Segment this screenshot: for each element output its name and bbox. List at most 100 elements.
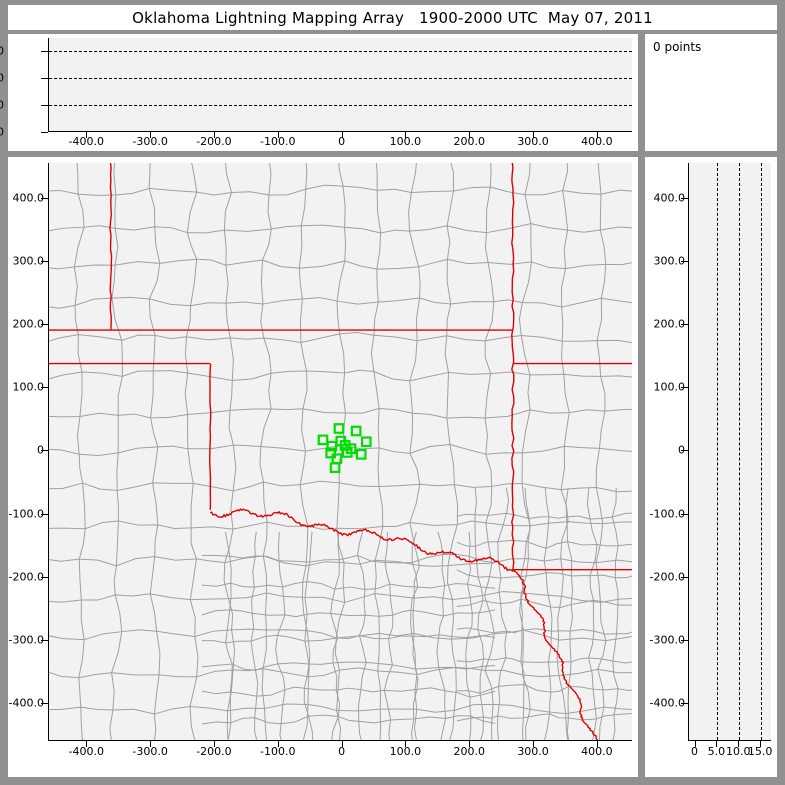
xtick-label--400.0: -400.0 <box>68 135 105 148</box>
xtick-label-200.0: 200.0 <box>453 745 485 758</box>
xtick-label--400.0: -400.0 <box>68 745 105 758</box>
gridline-x-15 <box>761 163 763 740</box>
xtick-mark <box>694 741 696 747</box>
lma-station-marker[interactable] <box>317 434 329 446</box>
xtick-mark <box>760 741 762 747</box>
ytick-mark <box>681 197 688 199</box>
xtick-mark <box>86 741 88 747</box>
xtick-label-10.0: 10.0 <box>725 745 751 758</box>
xtick-label-300.0: 300.0 <box>517 135 549 148</box>
ytick-mark <box>41 324 48 326</box>
ytick-mark <box>41 51 48 53</box>
xtick-label--200.0: -200.0 <box>196 135 232 148</box>
ytick-mark <box>681 387 688 389</box>
altitude-plot-area[interactable] <box>688 163 771 741</box>
xtick-mark <box>341 132 343 138</box>
xtick-mark <box>277 741 279 747</box>
xtick-mark <box>150 132 152 138</box>
xtick-mark <box>213 132 215 138</box>
ytick-mark <box>41 387 48 389</box>
altitude-panel[interactable]: -400.0 -300.0 -200.0 -100.0 0 100.0 200.0 300.0… <box>645 157 777 777</box>
xtick-mark <box>405 741 407 747</box>
map-graphic <box>49 163 632 740</box>
xtick-mark <box>405 132 407 138</box>
ytick-label--200.0: -200.0 <box>649 570 685 584</box>
ytick-mark <box>41 576 48 578</box>
lma-station-marker[interactable] <box>341 447 353 458</box>
xtick-label-0: 0 <box>691 745 699 758</box>
ytick-mark <box>681 513 688 515</box>
ytick-mark <box>41 132 48 133</box>
lma-station-marker[interactable] <box>329 462 341 473</box>
lma-station-marker[interactable] <box>333 423 345 434</box>
gridline-y-5.0 <box>49 105 632 107</box>
ytick-mark <box>41 78 48 80</box>
xtick-label-100.0: 100.0 <box>389 745 422 758</box>
ytick-mark <box>681 450 688 452</box>
ytick-mark <box>41 197 48 199</box>
xtick-mark <box>341 741 343 747</box>
xtick-mark <box>716 741 718 747</box>
ytick-label--100.0: -100.0 <box>8 507 44 521</box>
xtick-mark <box>469 741 471 747</box>
lma-station-marker[interactable] <box>325 447 337 459</box>
ytick-label-100.0: 100.0 <box>653 380 686 394</box>
xtick-mark <box>533 741 535 747</box>
state-borders-layer <box>49 163 632 740</box>
gridline-x-5 <box>717 163 719 740</box>
xtick-mark <box>738 741 740 747</box>
ytick-mark <box>41 450 48 452</box>
ytick-mark <box>41 513 48 515</box>
gridline-y-15.0 <box>49 51 632 53</box>
xtick-mark <box>277 132 279 138</box>
ytick-label-200.0: 200.0 <box>653 317 686 331</box>
lma-station-marker[interactable] <box>350 425 362 437</box>
xtick-mark <box>213 741 215 747</box>
ytick-label--100.0: -100.0 <box>649 507 685 521</box>
ytick-label-15.0: 15.0 <box>0 44 4 58</box>
county-borders-layer <box>49 163 632 740</box>
lma-station-marker[interactable] <box>360 436 372 448</box>
map-panel[interactable]: -400.0 -300.0 -200.0 -100.0 0 100.0 200.0 300.0… <box>8 157 638 777</box>
xtick-label--300.0: -300.0 <box>132 745 168 758</box>
map-plot-area[interactable] <box>48 163 632 741</box>
ytick-label-0: 0 <box>37 443 44 457</box>
ytick-label-5.0: 5.0 <box>0 98 4 112</box>
xtick-label-5.0: 5.0 <box>707 745 726 758</box>
ytick-label-10.0: 10.0 <box>0 71 4 85</box>
ytick-mark <box>681 576 688 578</box>
xtick-label--300.0: -300.0 <box>132 135 168 148</box>
xtick-label--100.0: -100.0 <box>260 745 296 758</box>
ytick-label-0: 0 <box>678 443 685 457</box>
lma-station-marker[interactable] <box>326 440 338 452</box>
ytick-label-0: 0 <box>0 125 4 139</box>
gridline-x-10 <box>739 163 741 740</box>
points-info-panel: 0 points <box>645 34 777 151</box>
lma-station-marker[interactable] <box>355 449 367 460</box>
ytick-mark <box>681 260 688 262</box>
page-title: Oklahoma Lightning Mapping Array 1900-20… <box>132 8 653 27</box>
xtick-label-15.0: 15.0 <box>747 745 773 758</box>
ytick-label-300.0: 300.0 <box>12 254 45 268</box>
xtick-label-100.0: 100.0 <box>389 135 422 148</box>
points-count-label: 0 points <box>653 40 702 54</box>
xtick-label-0: 0 <box>338 745 346 758</box>
xtick-mark <box>86 132 88 138</box>
ytick-mark <box>41 260 48 262</box>
ytick-mark <box>681 639 688 641</box>
gridline-y-10.0 <box>49 78 632 80</box>
xtick-label-300.0: 300.0 <box>517 745 549 758</box>
ytick-label-100.0: 100.0 <box>12 380 45 394</box>
time-height-plot-area[interactable] <box>48 38 632 132</box>
ytick-mark <box>41 105 48 107</box>
lma-station-markers-layer <box>317 423 372 473</box>
time-height-panel[interactable]: 0 5.0 10.0 15.0 -400.0 -300.0 -200.0 -100.0 0 100… <box>0 34 638 151</box>
xtick-mark <box>596 132 598 138</box>
ytick-label-400.0: 400.0 <box>12 191 45 205</box>
ytick-mark <box>681 703 688 705</box>
ytick-label--300.0: -300.0 <box>649 633 685 647</box>
xtick-label--100.0: -100.0 <box>260 135 296 148</box>
ytick-label--400.0: -400.0 <box>649 696 685 710</box>
ytick-mark <box>681 324 688 326</box>
ytick-label--300.0: -300.0 <box>8 633 44 647</box>
